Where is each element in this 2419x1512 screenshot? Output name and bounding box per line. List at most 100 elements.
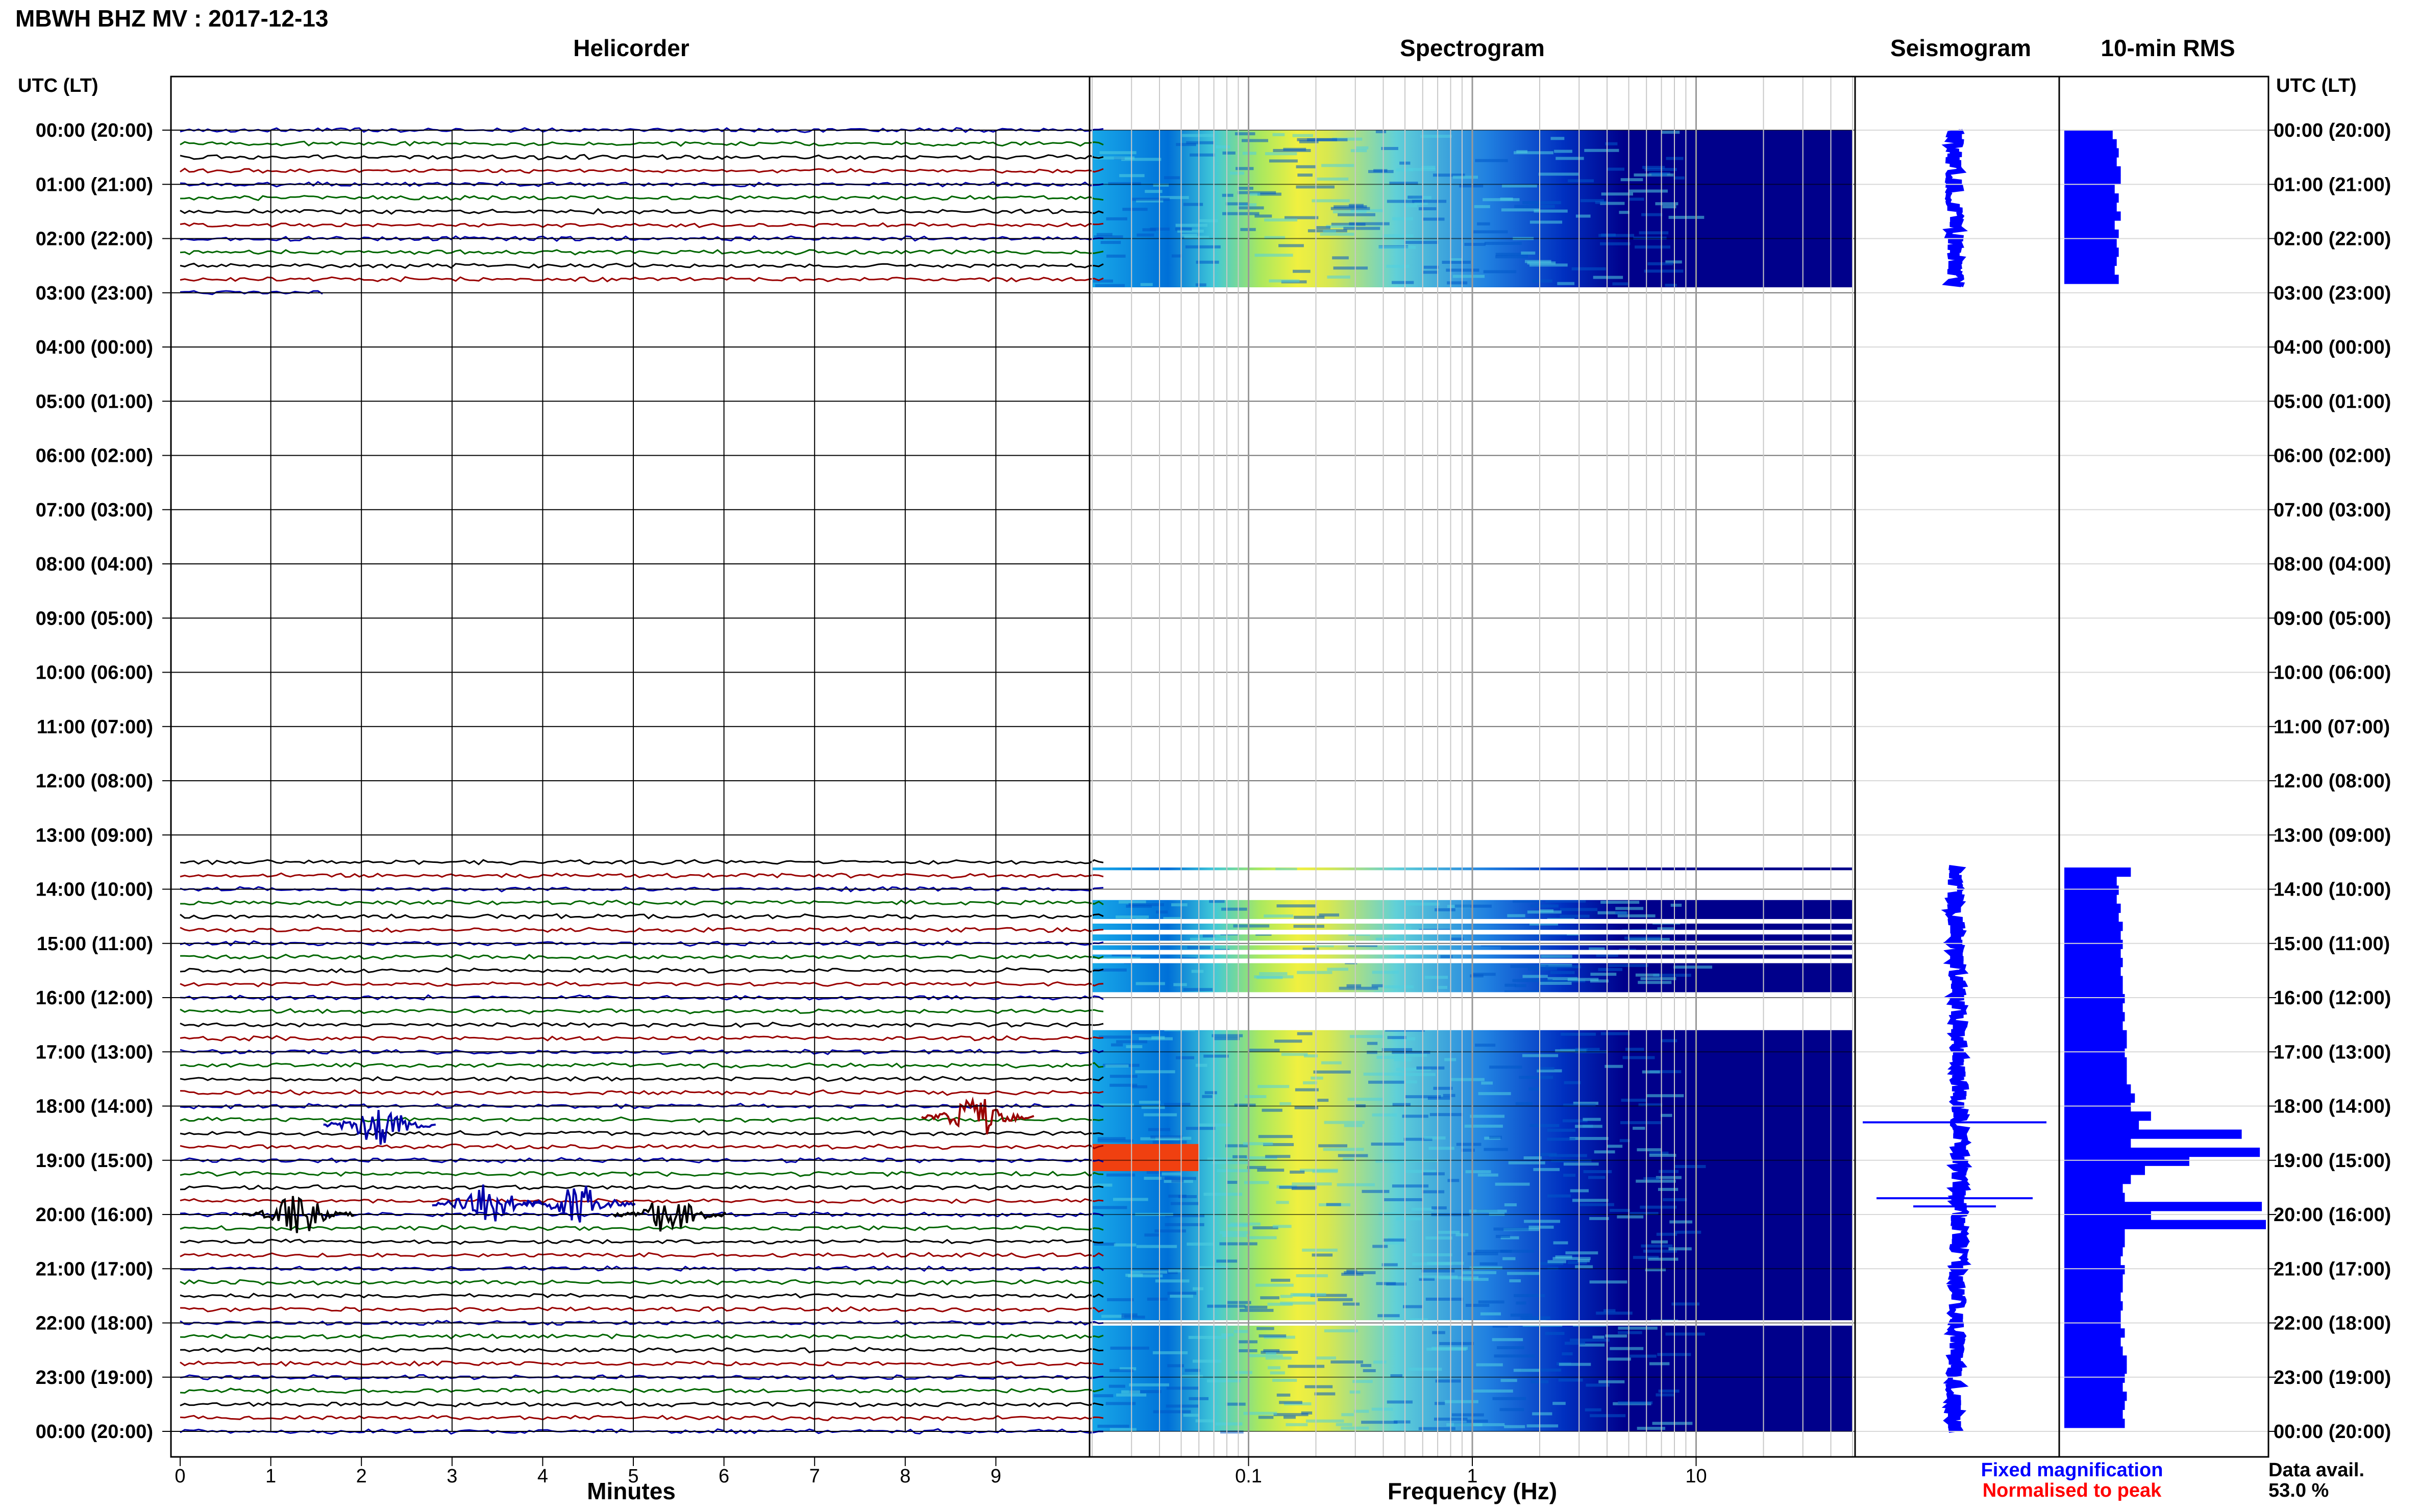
spectrogram-speckle (1387, 1400, 1413, 1404)
y-tick-label-right: 04:00 (00:00) (2274, 337, 2391, 358)
spectrogram-speckle (1433, 173, 1465, 177)
spectrogram-speckle (1408, 1368, 1442, 1371)
spectrogram-speckle (1234, 1103, 1256, 1107)
spectrogram-speckle (1375, 130, 1387, 134)
spectrogram-speckle (1569, 1137, 1609, 1141)
spectrogram-speckle (1186, 1127, 1216, 1130)
spectrogram-speckle (1479, 1262, 1498, 1266)
spectrogram-speckle (1327, 968, 1348, 971)
spectrogram-speckle (1547, 1260, 1566, 1263)
spectrogram-speckle (1096, 233, 1113, 236)
spectrogram-speckle (1153, 1410, 1191, 1414)
spectrogram-speckle (1504, 1425, 1525, 1428)
spectrogram-speckle (1344, 1271, 1376, 1275)
spectrogram-speckle (1372, 971, 1399, 974)
spectrogram-speckle (1475, 1044, 1496, 1047)
spectrogram-speckle (1244, 1181, 1269, 1184)
spectrogram-speckle (1129, 1383, 1169, 1386)
spectrogram-speckle (1454, 904, 1492, 908)
spectrogram-speckle (1185, 245, 1221, 249)
spectrogram-speckle (1220, 1231, 1250, 1234)
spectrogram-speckle (1170, 1202, 1199, 1205)
spectrogram-speckle (1562, 1352, 1573, 1356)
spectrogram-speckle (1562, 1119, 1588, 1123)
spectrogram-speckle (1472, 973, 1496, 976)
spectrogram-speckle (1122, 208, 1148, 211)
spectrogram-speckle (1293, 269, 1311, 273)
spectrogram-speckle (1481, 1081, 1493, 1085)
spectrogram-speckle (1302, 947, 1319, 951)
y-tick-label-right: 11:00 (07:00) (2274, 716, 2390, 738)
spectrogram-speckle (1424, 1136, 1446, 1139)
legend-fixed-magnification: Fixed magnification (1981, 1459, 2163, 1481)
spectrogram-speckle (1273, 148, 1311, 152)
spectrogram-speckle (1610, 1347, 1644, 1350)
spectrogram-speckle (1349, 1035, 1385, 1038)
rms-bar (2064, 994, 2125, 1004)
helicorder-event-2 (241, 1196, 355, 1233)
spectrogram-speckle (1618, 1326, 1658, 1330)
spectrogram-speckle (1644, 269, 1684, 273)
spectrogram-speckle (1502, 1257, 1516, 1260)
helicorder-trace (180, 1252, 1104, 1258)
helicorder-trace (180, 249, 1104, 256)
spectrogram-speckle (1461, 1148, 1475, 1152)
spectrogram-speckle (1662, 131, 1680, 134)
spectrogram-speckle (1529, 922, 1559, 926)
spectrogram-speckle (1238, 187, 1253, 190)
spectrogram-speckle (1383, 234, 1414, 237)
spectrogram-speckle (1637, 1427, 1665, 1430)
spectrogram-speckle (1303, 1081, 1317, 1084)
spectrogram-speckle (1339, 986, 1378, 990)
spectrogram-speckle (1361, 1421, 1398, 1424)
rms-bar (2064, 1075, 2127, 1085)
spectrogram-speckle (1264, 914, 1294, 918)
rms-bar (2064, 1265, 2125, 1275)
spectrogram-speckle (1297, 971, 1332, 974)
y-tick-label-left: 08:00 (04:00) (36, 554, 153, 575)
spectrogram-speckle (1649, 1154, 1676, 1157)
helicorder-event-5 (612, 1202, 727, 1232)
spectrogram-speckle (1629, 189, 1668, 193)
spectrogram-speckle (1171, 1179, 1184, 1183)
spectrogram-speckle (1598, 1380, 1625, 1383)
spectrogram-speckle (1276, 904, 1316, 908)
rms-bar (2064, 1419, 2125, 1428)
spectrogram-speckle (1256, 976, 1283, 979)
spectrogram-speckle (1472, 1389, 1513, 1393)
spectrogram-speckle (1384, 1198, 1422, 1201)
spectrogram-speckle (1350, 209, 1383, 212)
spectrogram-speckle (1198, 1266, 1228, 1270)
spectrogram-speckle (1633, 1126, 1645, 1130)
rms-bar (2064, 1337, 2121, 1347)
helicorder-xlabel: Minutes (587, 1478, 676, 1504)
spectrogram-speckle (1198, 219, 1218, 222)
spectrogram-speckle (1470, 974, 1484, 978)
spectrogram-speckle (1139, 1101, 1161, 1104)
helicorder-x-tick-label: 5 (628, 1466, 638, 1487)
spectrogram-speckle (1607, 167, 1624, 171)
spectrogram-speckle (1265, 1155, 1291, 1158)
spectrogram-speckle (1510, 964, 1549, 968)
helicorder-trace (180, 1360, 1104, 1367)
rms-bar (2064, 1111, 2151, 1121)
helicorder-trace (180, 208, 1104, 215)
spectrogram-speckle (1252, 1226, 1278, 1230)
spectrogram-speckle (1106, 254, 1126, 258)
spectrogram-speckle (1646, 1094, 1684, 1098)
rms-bar (2064, 1409, 2123, 1419)
spectrogram-speckle (1110, 1346, 1149, 1350)
spectrogram-speckle (1111, 1043, 1123, 1047)
spectrogram-speckle (1429, 1113, 1463, 1117)
spectrogram-speckle (1372, 1113, 1397, 1117)
spectrogram-speckle (1648, 1257, 1679, 1261)
y-tick-label-right: 10:00 (06:00) (2274, 662, 2391, 684)
y-tick-label-right: 00:00 (20:00) (2274, 120, 2391, 141)
spectrogram-speckle (1641, 1244, 1673, 1248)
spectrogram-speckle (1673, 176, 1685, 180)
spectrogram-speckle (1396, 1068, 1431, 1071)
spectrogram-speckle (1521, 1368, 1562, 1372)
spectrogram-speckle (1589, 1280, 1627, 1284)
spectrogram-speckle (1404, 204, 1417, 208)
helicorder-trace (180, 1225, 1104, 1231)
